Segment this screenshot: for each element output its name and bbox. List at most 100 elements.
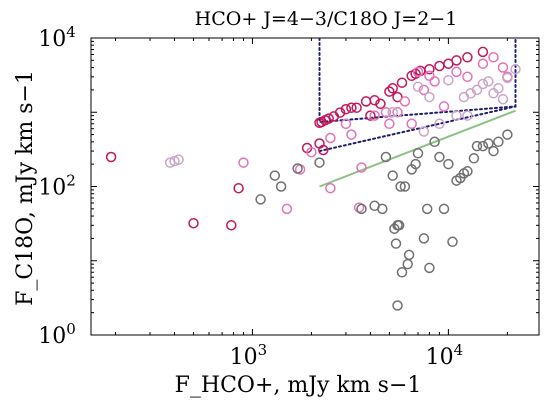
data-point bbox=[325, 182, 336, 194]
data-point bbox=[377, 203, 388, 215]
data-point bbox=[356, 162, 367, 173]
data-point bbox=[462, 166, 473, 177]
plot-frame bbox=[90, 37, 540, 336]
y-tick-label: 104 bbox=[38, 23, 76, 52]
data-point bbox=[387, 83, 398, 94]
data-point bbox=[399, 96, 411, 107]
data-point bbox=[233, 182, 244, 194]
data-point bbox=[399, 181, 411, 192]
dotted-boundary-line bbox=[318, 38, 517, 124]
data-point bbox=[458, 91, 470, 103]
y-tick-label: 102 bbox=[38, 172, 76, 201]
data-point bbox=[510, 63, 521, 75]
data-point bbox=[402, 258, 413, 270]
data-point bbox=[226, 220, 237, 231]
data-point bbox=[434, 60, 445, 72]
data-point bbox=[365, 110, 376, 121]
data-point bbox=[412, 148, 424, 159]
data-point bbox=[434, 151, 445, 163]
data-point bbox=[334, 107, 346, 118]
data-point bbox=[451, 55, 462, 66]
data-point bbox=[292, 163, 303, 174]
data-point bbox=[269, 170, 281, 181]
data-point bbox=[462, 52, 473, 63]
data-point bbox=[380, 151, 392, 163]
data-point bbox=[255, 194, 266, 205]
data-point bbox=[438, 203, 450, 215]
data-point bbox=[468, 153, 480, 164]
data-point bbox=[369, 95, 380, 106]
data-point bbox=[306, 146, 317, 158]
data-point bbox=[360, 96, 372, 107]
x-tick-label: 103 bbox=[230, 341, 268, 370]
data-point bbox=[483, 76, 494, 87]
data-point bbox=[375, 98, 386, 110]
data-point bbox=[477, 46, 489, 58]
data-point bbox=[395, 181, 406, 192]
y-axis-label: F_C18O, mJy km s−1 bbox=[13, 70, 38, 306]
data-point bbox=[477, 58, 489, 69]
data-point bbox=[346, 102, 357, 113]
data-point bbox=[393, 220, 405, 231]
data-point bbox=[380, 107, 392, 118]
axes-frame bbox=[90, 37, 540, 336]
scatter-series bbox=[238, 52, 513, 215]
data-point bbox=[384, 118, 395, 130]
data-point bbox=[387, 170, 398, 181]
data-point bbox=[451, 66, 462, 78]
data-point bbox=[421, 203, 433, 215]
data-point bbox=[396, 267, 408, 278]
data-points bbox=[105, 46, 521, 311]
data-point bbox=[447, 236, 458, 248]
data-point bbox=[493, 136, 504, 148]
data-point bbox=[369, 110, 380, 121]
y-tick-exponent: 2 bbox=[66, 172, 76, 190]
data-point bbox=[477, 140, 489, 152]
data-point bbox=[418, 126, 430, 137]
data-point bbox=[188, 217, 199, 229]
data-point bbox=[410, 158, 421, 170]
chart-title: HCO+ J=4−3/C18O J=2−1 bbox=[195, 8, 458, 30]
chart-text: HCO+ J=4−3/C18O J=2−1 F_HCO+, mJy km s−1… bbox=[13, 8, 457, 398]
data-point bbox=[340, 103, 352, 115]
data-point bbox=[438, 101, 450, 112]
x-tick-label: 104 bbox=[426, 341, 464, 370]
data-point bbox=[384, 86, 395, 97]
data-point bbox=[390, 238, 402, 249]
data-point bbox=[462, 71, 473, 83]
data-point bbox=[488, 145, 499, 157]
data-point bbox=[477, 78, 489, 90]
data-point bbox=[418, 233, 430, 244]
data-point bbox=[424, 70, 435, 82]
data-point bbox=[356, 203, 367, 215]
x-tick-exponent: 4 bbox=[454, 341, 464, 359]
data-point bbox=[238, 157, 249, 168]
data-point bbox=[346, 129, 357, 140]
dotted-boundary-line bbox=[318, 105, 517, 153]
data-point bbox=[424, 91, 435, 103]
scatter-series bbox=[164, 63, 521, 168]
data-point bbox=[424, 262, 435, 274]
data-point bbox=[497, 62, 509, 73]
data-point bbox=[392, 107, 403, 118]
data-point bbox=[323, 113, 334, 124]
y-tick-exponent: 4 bbox=[66, 23, 76, 41]
y-tick-exponent: 0 bbox=[66, 320, 76, 338]
data-point bbox=[412, 66, 424, 78]
data-point bbox=[488, 52, 499, 63]
data-point bbox=[392, 300, 403, 311]
data-point bbox=[412, 81, 424, 93]
data-point bbox=[451, 110, 462, 121]
data-point bbox=[396, 77, 408, 88]
data-point bbox=[403, 249, 415, 261]
data-point bbox=[502, 72, 513, 84]
data-point bbox=[443, 74, 454, 86]
data-point bbox=[325, 132, 336, 144]
x-axis-label: F_HCO+, mJy km s−1 bbox=[175, 373, 422, 398]
scatter-series bbox=[105, 46, 489, 231]
scatter-series bbox=[255, 129, 513, 311]
data-point bbox=[434, 118, 445, 130]
data-point bbox=[429, 76, 440, 87]
